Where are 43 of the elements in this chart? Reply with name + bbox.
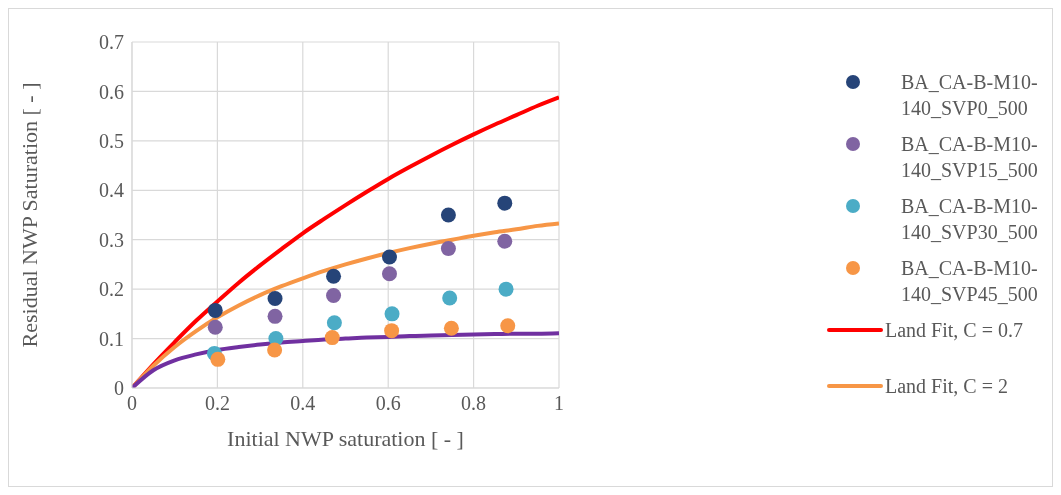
point bbox=[324, 330, 340, 346]
point bbox=[267, 291, 283, 307]
point bbox=[207, 319, 223, 335]
point bbox=[207, 302, 223, 318]
legend-label: BA_CA-B-M10-140_SVP0_500 bbox=[901, 70, 1039, 121]
y-tick-label: 0.5 bbox=[99, 129, 124, 152]
point bbox=[500, 318, 516, 334]
point bbox=[497, 233, 513, 249]
y-axis-title: Residual NWP Saturation [ - ] bbox=[16, 82, 42, 348]
point bbox=[381, 249, 397, 265]
point bbox=[210, 351, 226, 367]
y-tick-label: 0.2 bbox=[99, 278, 124, 301]
point bbox=[384, 306, 400, 322]
y-tick-label: 0.4 bbox=[99, 179, 124, 202]
x-tick-label: 0.6 bbox=[375, 392, 401, 415]
x-tick-label: 1 bbox=[554, 392, 564, 415]
legend-label: BA_CA-B-M10-140_SVP45_500 bbox=[901, 256, 1039, 307]
x-tick-label: 0.2 bbox=[204, 392, 230, 415]
legend-label: Land Fit, C = 2 bbox=[885, 374, 1009, 399]
legend-label: BA_CA-B-M10-140_SVP30_500 bbox=[901, 194, 1039, 245]
y-tick-label: 0.7 bbox=[99, 31, 124, 54]
y-tick-label: 0 bbox=[114, 377, 124, 400]
legend-label: Land Fit, C = 0.7 bbox=[885, 318, 1024, 343]
point bbox=[442, 290, 458, 306]
y-tick-label: 0.6 bbox=[99, 80, 124, 103]
x-tick-label: 0.8 bbox=[461, 392, 487, 415]
point bbox=[381, 266, 397, 282]
point bbox=[443, 320, 459, 336]
point bbox=[440, 207, 456, 223]
x-axis-title: Initial NWP saturation [ - ] bbox=[227, 426, 464, 451]
point bbox=[440, 241, 456, 257]
y-tick-label: 0.1 bbox=[99, 327, 124, 350]
y-tick-label: 0.3 bbox=[99, 228, 124, 251]
point bbox=[384, 323, 400, 339]
x-tick-label: 0.4 bbox=[290, 392, 316, 415]
point bbox=[498, 281, 514, 297]
point bbox=[326, 288, 342, 304]
legend-label: BA_CA-B-M10-140_SVP15_500 bbox=[901, 132, 1039, 183]
point bbox=[267, 308, 283, 324]
point bbox=[497, 195, 513, 211]
point bbox=[267, 342, 283, 358]
point bbox=[326, 268, 342, 284]
point bbox=[326, 315, 342, 331]
